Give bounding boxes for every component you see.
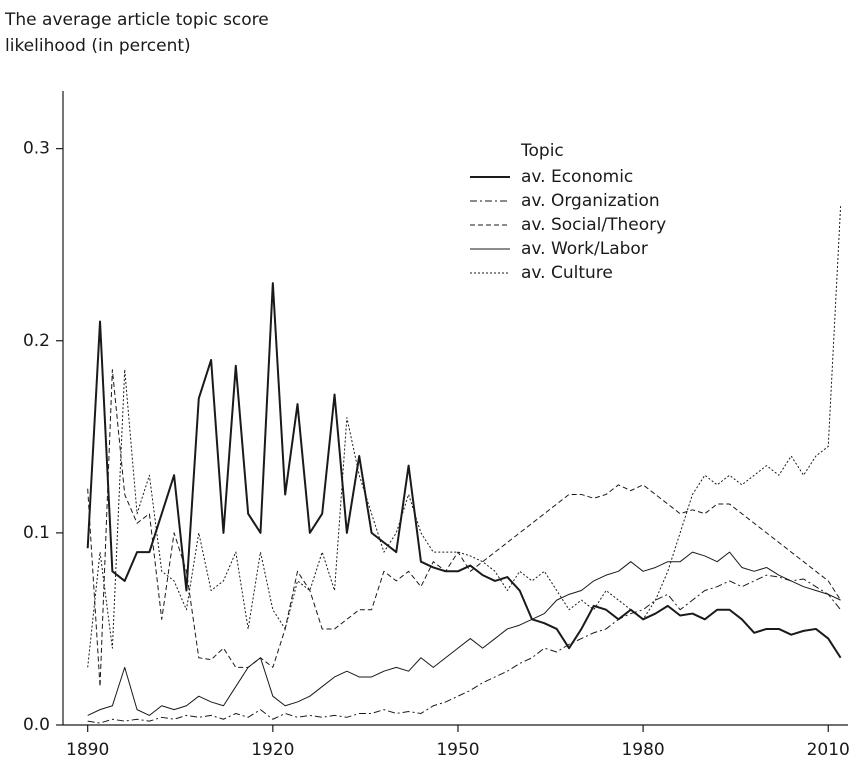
x-tick-label: 1920 <box>251 740 294 760</box>
series-line <box>87 369 842 688</box>
y-tick-label: 0.0 <box>23 715 50 735</box>
legend-label: av. Work/Labor <box>521 239 648 259</box>
chart-title: The average article topic score <box>4 10 269 30</box>
legend-label: av. Economic <box>521 167 633 187</box>
x-tick-label: 2010 <box>807 740 849 760</box>
series-line <box>87 206 842 668</box>
legend-label: av. Organization <box>521 191 660 211</box>
y-tick-label: 0.2 <box>23 331 50 351</box>
x-tick-label: 1890 <box>66 740 109 760</box>
chart-title: likelihood (in percent) <box>5 36 191 56</box>
legend-label: av. Social/Theory <box>521 215 666 235</box>
series-line <box>87 551 841 716</box>
x-tick-label: 1950 <box>436 740 479 760</box>
x-tick-label: 1980 <box>621 740 664 760</box>
series-line <box>87 574 841 724</box>
y-tick-label: 0.3 <box>23 139 50 159</box>
y-tick-label: 0.1 <box>23 523 50 543</box>
legend-title: Topic <box>520 141 564 161</box>
legend-label: av. Culture <box>521 263 613 283</box>
series-line <box>86 282 842 659</box>
